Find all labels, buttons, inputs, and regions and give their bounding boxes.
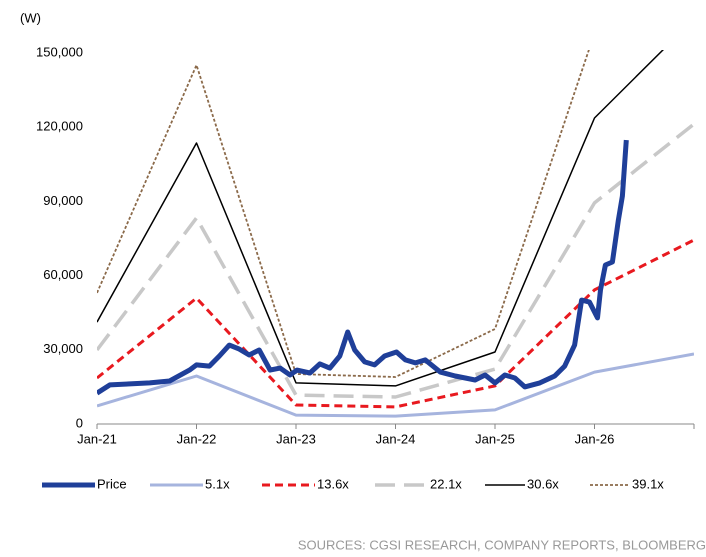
- series-line: [97, 50, 590, 378]
- x-tick-label: Jan-23: [276, 431, 316, 446]
- legend-label: 13.6x: [317, 476, 349, 491]
- y-tick-label: 120,000: [36, 119, 83, 134]
- x-tick-label: Jan-22: [177, 431, 217, 446]
- y-tick-label: 0: [76, 415, 83, 430]
- series-line: [97, 122, 694, 399]
- x-tick-label: Jan-24: [376, 431, 416, 446]
- y-axis-unit: (W): [20, 10, 41, 25]
- y-tick-label: 150,000: [36, 44, 83, 59]
- x-tick-label: Jan-26: [575, 431, 615, 446]
- x-tick-label: Jan-25: [475, 431, 515, 446]
- series-line: [97, 352, 694, 418]
- legend-label: 39.1x: [632, 476, 664, 491]
- series-line: [97, 238, 694, 409]
- y-tick-label: 90,000: [43, 193, 83, 208]
- x-tick-label: Jan-21: [77, 431, 117, 446]
- legend-label: 30.6x: [527, 476, 559, 491]
- y-tick-label: 60,000: [43, 267, 83, 282]
- legend-label: 22.1x: [430, 476, 462, 491]
- series-line: [97, 139, 629, 396]
- y-tick-label: 30,000: [43, 341, 83, 356]
- source-note: SOURCES: CGSI RESEARCH, COMPANY REPORTS,…: [298, 537, 706, 552]
- series-line: [97, 50, 664, 387]
- legend-label: 5.1x: [205, 476, 230, 491]
- plot-area: [97, 50, 694, 418]
- legend-label: Price: [97, 476, 127, 491]
